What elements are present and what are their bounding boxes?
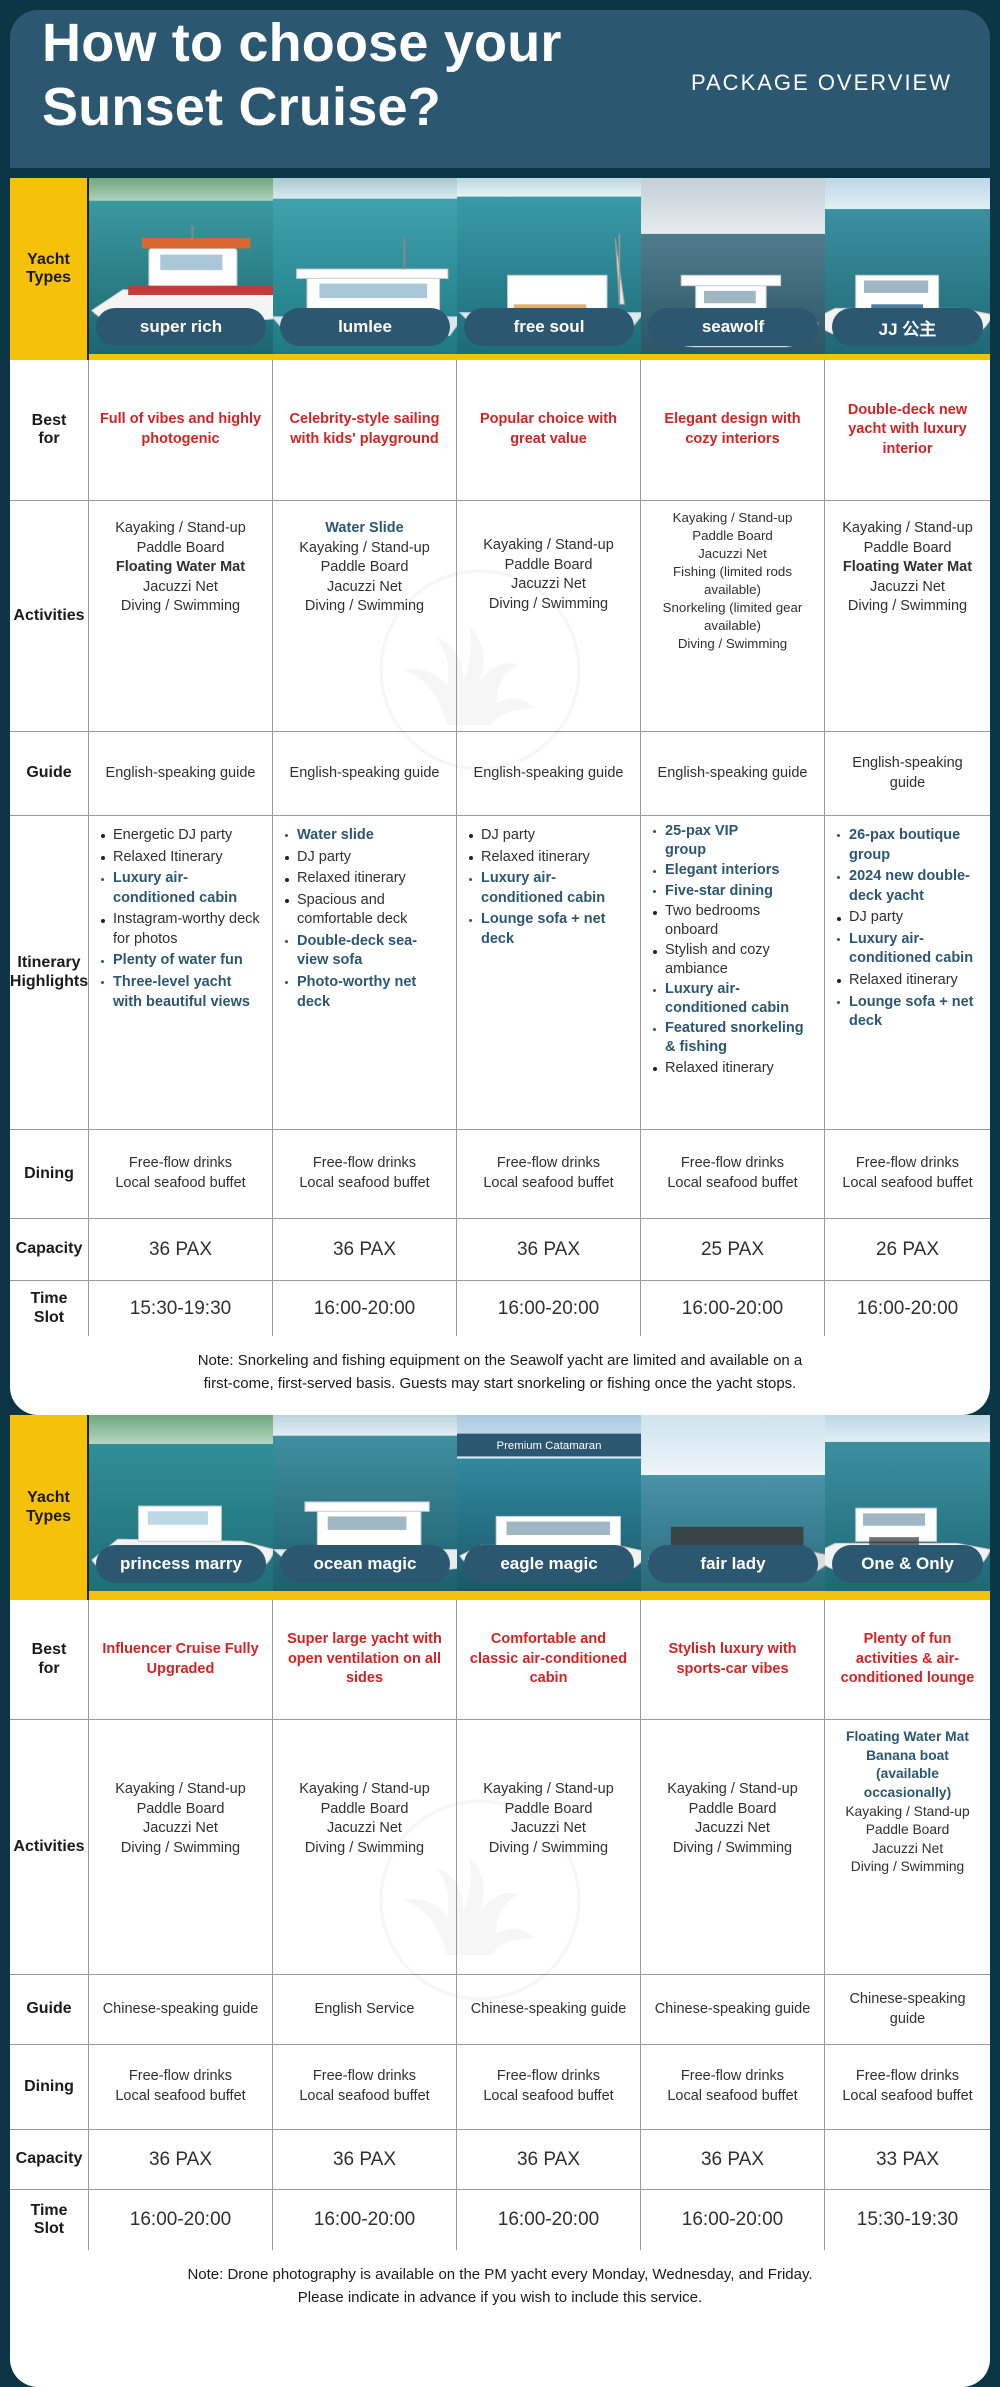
svg-text:Premium Catamaran: Premium Catamaran: [497, 1440, 602, 1452]
